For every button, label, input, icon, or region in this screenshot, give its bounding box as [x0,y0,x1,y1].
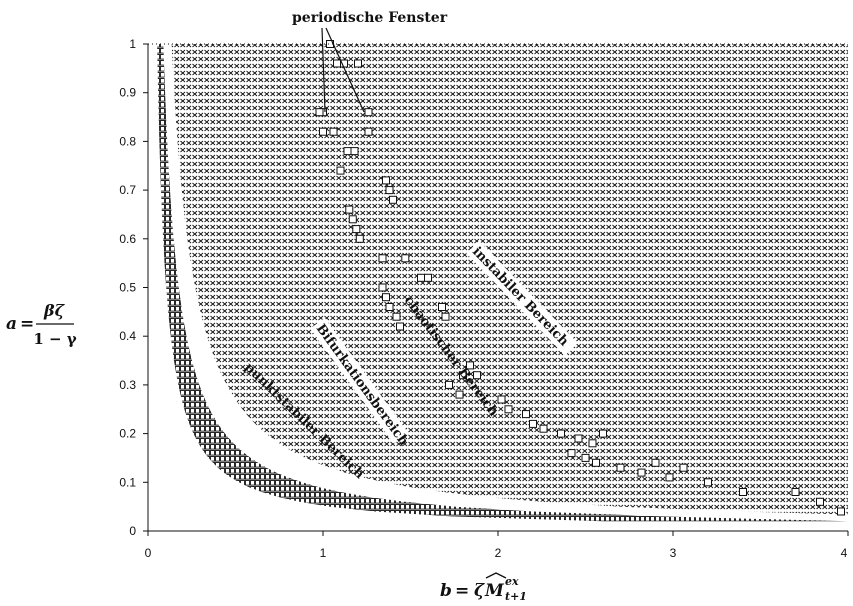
periodic-pointer-1 [321,27,326,113]
square-marker [396,322,404,331]
bifurcation-band [157,44,849,522]
y-tick-label: 0.3 [119,378,136,392]
y-ticks: 0 0.1 0.2 0.3 0.4 0.5 0.6 0.7 0.8 0.9 1 [119,37,148,538]
square-marker [574,434,583,443]
square-marker [637,468,646,477]
svg-text:ex: ex [505,575,519,588]
square-marker [392,312,401,321]
square-marker [459,371,467,380]
square-marker [364,127,373,136]
square-marker [473,371,481,380]
y-tick-label: 0.9 [119,86,136,100]
svg-text:βζ: βζ [43,301,66,320]
square-marker [592,458,600,467]
square-marker [350,147,359,156]
square-marker [704,478,712,487]
square-marker [529,419,537,428]
square-marker [378,254,387,263]
square-marker [389,195,397,204]
square-marker [599,429,607,438]
square-marker [665,473,674,482]
square-marker [385,186,394,195]
square-marker [441,312,450,321]
square-marker [385,303,394,311]
square-marker [438,303,446,311]
y-tick-label: 0.1 [119,475,136,489]
annotation-periodic-windows: periodische Fenster [292,10,448,26]
square-marker [382,176,390,185]
square-markers [315,40,845,516]
square-marker [378,283,387,292]
square-marker [445,380,453,389]
square-marker [837,507,845,516]
y-tick-label: 0.4 [119,329,136,343]
x-tick-label: 3 [670,546,677,560]
square-marker [616,463,625,472]
square-marker [336,166,345,175]
y-tick-label: 0.7 [119,183,136,197]
x-tick-label: 2 [495,546,502,560]
square-marker [355,234,364,243]
square-marker [679,463,688,472]
y-tick-label: 1 [129,37,136,51]
svg-text:=: = [20,314,34,334]
square-marker [651,458,660,467]
square-marker [557,429,565,438]
square-marker [504,405,513,414]
x-tick-label: 0 [145,546,152,560]
square-marker [364,108,373,117]
square-marker [522,410,530,419]
svg-text:ζ: ζ [474,581,485,601]
square-marker [401,254,410,263]
square-marker [816,497,824,506]
square-marker [352,225,361,234]
x-ticks: 0 1 2 3 4 [145,531,849,560]
square-marker [497,395,506,404]
square-marker [567,449,576,458]
square-marker [455,390,464,399]
square-marker [382,293,390,302]
y-axis-label: a = βζ 1 − γ [6,301,77,348]
svg-text:=: = [455,581,469,601]
y-tick-label: 0 [129,524,136,538]
x-tick-label: 4 [841,546,848,560]
square-marker [354,59,362,68]
svg-text:a: a [6,314,17,334]
y-tick-label: 0.2 [119,427,136,441]
svg-text:1 − γ: 1 − γ [33,330,76,348]
square-marker [739,488,747,496]
square-marker [345,205,354,214]
y-tick-label: 0.5 [119,281,136,295]
y-tick-label: 0.8 [119,134,136,148]
x-tick-label: 1 [320,546,327,560]
square-marker [343,147,352,156]
y-tick-label: 0.6 [119,232,136,246]
square-marker [319,127,327,136]
square-marker [333,59,341,68]
square-marker [329,127,338,136]
square-marker [348,215,357,224]
svg-text:M: M [484,581,505,601]
square-marker [539,424,548,433]
svg-text:t+1: t+1 [505,590,527,603]
square-marker [424,273,432,282]
square-marker [588,439,597,448]
square-marker [315,108,324,117]
periodic-pointer-2 [325,27,365,113]
square-marker [417,273,425,282]
svg-text:b: b [440,581,452,601]
square-marker [791,488,800,496]
square-marker [581,453,590,462]
square-marker [466,361,474,370]
x-axis-label: b = ζ M ex t+1 [440,572,527,603]
axes: 0 0.1 0.2 0.3 0.4 0.5 0.6 0.7 0.8 0.9 1 0 1 2 3 4 [119,37,849,560]
